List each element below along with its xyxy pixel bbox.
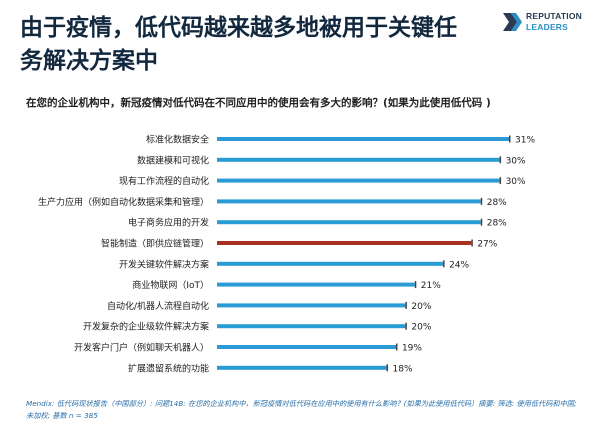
category-label: 智能制造（即供应链管理） [101, 238, 209, 250]
page-title: 由于疫情，低代码越来越多地被用于关键任 务解决方案中 [20, 12, 490, 78]
value-label: 18% [393, 364, 413, 374]
bar [217, 282, 415, 287]
survey-question: 在您的企业机构中，新冠疫情对低代码在不同应用中的使用会有多大的影响？(如果为此使… [26, 97, 491, 109]
bar [217, 157, 500, 162]
bar [217, 345, 396, 349]
value-label: 21% [421, 281, 441, 291]
bar-end-tick [405, 322, 407, 330]
value-label: 30% [506, 156, 526, 166]
bar-end-tick [443, 260, 445, 268]
category-label: 自动化/机器人流程自动化 [107, 300, 209, 312]
bar [217, 220, 481, 225]
bar [217, 199, 481, 204]
bar [217, 241, 472, 245]
value-label: 27% [477, 240, 497, 250]
footnote-line-2: 未加权; 基数 n = 385 [26, 411, 98, 420]
value-label: 20% [411, 302, 431, 312]
value-label: 19% [402, 344, 422, 354]
logo-text-line-2: LEADERS [526, 22, 569, 32]
category-label: 扩展遗留系统的功能 [128, 362, 209, 374]
bar-end-tick [395, 343, 398, 351]
value-label: 20% [411, 323, 431, 333]
bar-end-tick [509, 135, 511, 143]
bar [217, 178, 500, 183]
category-label: 标准化数据安全 [146, 134, 209, 146]
footnote: Mendix: 低代码现状报告（中国部分）: 问题14B: 在您的企业机构中，新… [26, 398, 586, 422]
category-label: 生产力应用（例如自动化数据采集和管理） [38, 196, 209, 208]
value-label: 24% [449, 260, 469, 270]
bar [217, 261, 444, 266]
bar [217, 137, 509, 141]
bar-end-tick [499, 177, 502, 185]
chevron-logo-icon [503, 13, 522, 31]
category-label: 开发复杂的企业级软件解决方案 [83, 321, 209, 333]
bar-end-tick [471, 239, 473, 247]
bar-end-tick [480, 197, 483, 205]
bar-end-tick [386, 364, 389, 372]
bar-end-tick [405, 301, 407, 309]
bar-end-tick [499, 156, 502, 164]
value-label: 30% [506, 177, 526, 187]
bar [217, 303, 406, 308]
bar [217, 324, 406, 329]
value-label: 31% [515, 136, 535, 146]
category-label: 开发关键软件解决方案 [119, 258, 209, 270]
bar-chart: 标准化数据安全 31% 数据建模和可视化 30% 现有工作流程的自动化 30% 生产力应用（… [38, 134, 535, 375]
bar [217, 365, 387, 370]
value-label: 28% [487, 219, 507, 229]
category-label: 开发客户门户（例如聊天机器人） [74, 342, 209, 354]
bar-end-tick [414, 281, 417, 289]
title-line-2: 务解决方案中 [20, 48, 158, 74]
category-label: 电子商务应用的开发 [128, 217, 209, 229]
reputation-leaders-logo: REPUTATION LEADERS [503, 11, 595, 35]
logo-text-line-1: REPUTATION [526, 11, 582, 21]
title-line-1: 由于疫情，低代码越来越多地被用于关键任 [20, 15, 457, 41]
bar-end-tick [480, 218, 483, 226]
footnote-line-1: Mendix: 低代码现状报告（中国部分）: 问题14B: 在您的企业机构中，新… [26, 399, 577, 408]
category-label: 商业物联网（IoT） [132, 279, 209, 291]
category-label: 数据建模和可视化 [137, 154, 209, 166]
category-label: 现有工作流程的自动化 [119, 175, 209, 187]
value-label: 28% [487, 198, 507, 208]
